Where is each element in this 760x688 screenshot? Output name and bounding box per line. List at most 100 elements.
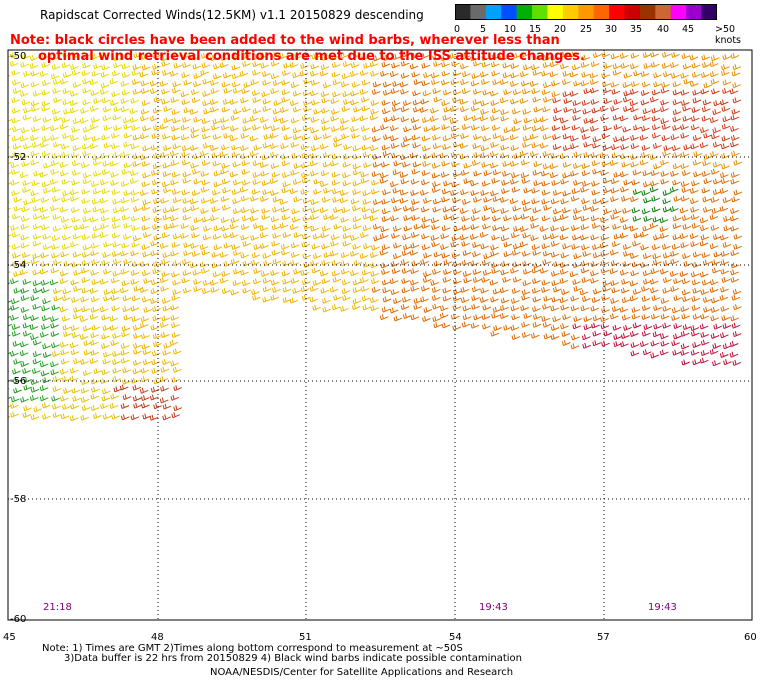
wind-barb [61,117,70,124]
wind-barb [172,289,181,296]
wind-barb [499,287,509,294]
wind-barb [32,116,42,123]
wind-barb [241,280,251,287]
wind-barb [402,161,411,168]
wind-barb [481,161,490,168]
wind-barb [590,270,599,277]
wind-barb [581,99,591,106]
wind-barb [660,232,669,239]
wind-barb [22,180,31,187]
wind-barb [50,160,60,167]
wind-barb [592,52,602,59]
wind-barb [500,152,509,159]
wind-barb [442,135,452,142]
wind-barb [632,188,642,195]
wind-barb [172,81,181,88]
wind-barb [669,186,679,193]
wind-barb [29,62,39,69]
wind-barb [423,72,432,79]
wind-barb [120,97,130,104]
wind-barb [430,279,439,286]
wind-barb [139,321,149,328]
wind-barb [622,81,632,88]
wind-barb [613,136,622,143]
wind-barb [150,88,159,95]
wind-barb [730,207,739,214]
wind-barb [171,188,181,195]
wind-barb [690,271,700,278]
wind-barb [389,307,399,314]
wind-barb [363,62,372,69]
wind-barb [613,98,622,105]
wind-barb [590,205,599,212]
wind-barb [242,125,251,132]
wind-barb [569,51,579,58]
wind-barb [212,271,222,278]
wind-barb [140,316,150,323]
wind-barb [271,171,281,178]
wind-barb [31,141,41,148]
wind-barb [632,215,642,222]
wind-barb [581,54,591,61]
lon-tick-48: 48 [151,632,164,643]
wind-barb [423,306,433,313]
wind-barb [52,78,62,85]
wind-barb [139,154,149,161]
wind-barb [209,197,219,204]
wind-barb [133,332,142,339]
wind-barb [32,351,42,358]
wind-barb [121,325,131,332]
legend-swatch [593,4,610,20]
wind-barb [23,70,32,77]
wind-barb [259,116,269,123]
wind-barb [60,251,69,258]
wind-barb [182,177,192,184]
wind-barb [559,297,569,304]
wind-barb [50,322,59,329]
wind-barb [9,60,19,67]
wind-barb [311,267,321,274]
wind-barb [12,143,22,150]
wind-barb [689,54,699,61]
wind-barb [101,342,110,349]
wind-barb [540,125,549,132]
legend-swatch [501,4,518,20]
wind-barb [422,145,431,152]
wind-barb [240,145,249,152]
wind-barb [201,126,210,133]
wind-barb [403,126,412,133]
wind-barb [261,179,271,186]
wind-barb [621,161,630,168]
wind-barb [512,89,522,96]
wind-barb [170,150,179,157]
wind-barb [432,143,442,150]
wind-barb [8,282,10,285]
wind-barb [692,341,701,348]
wind-barb [721,152,730,159]
wind-barb [390,289,400,296]
wind-barb [8,234,12,237]
wind-barb [712,360,721,367]
wind-barb [519,97,529,104]
wind-barb [262,98,272,105]
wind-barb [381,306,391,313]
wind-barb [659,268,669,275]
wind-barb [369,297,379,304]
wind-barb [99,232,109,239]
wind-barb [39,268,49,275]
wind-barb [272,196,282,203]
wind-barb [591,222,601,229]
wind-barb [602,81,611,88]
wind-barb [312,233,322,240]
wind-barb [451,251,461,258]
wind-barb [680,181,690,188]
wind-barb [532,249,541,256]
wind-barb [589,117,599,124]
wind-barb [651,89,661,96]
wind-barb [90,269,99,276]
wind-barb [21,259,31,266]
wind-barb [590,305,600,312]
wind-barb [20,295,30,302]
wind-barb [132,368,142,375]
wind-barb [123,314,133,321]
